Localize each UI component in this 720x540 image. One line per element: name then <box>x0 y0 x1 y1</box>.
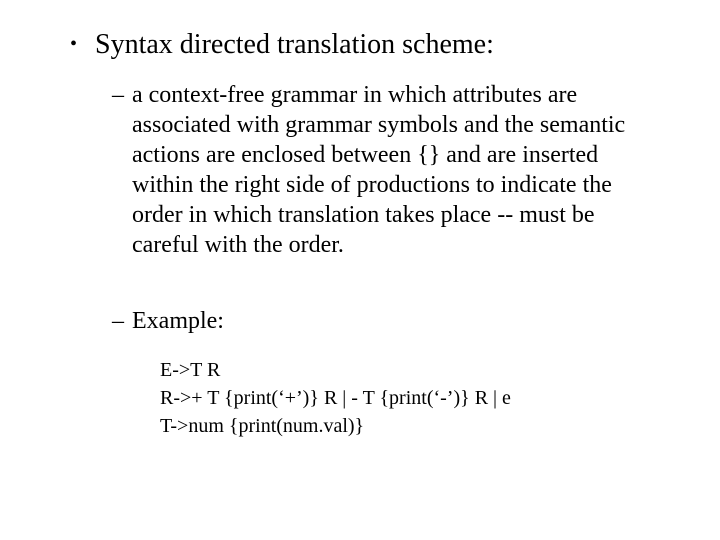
example-label: Example: <box>132 306 224 336</box>
code-block: E->T R R->+ T {print(‘+’)} R | - T {prin… <box>160 356 670 440</box>
bullet-level2-definition: – a context-free grammar in which attrib… <box>112 80 670 260</box>
bullet-level2-example: – Example: <box>112 306 670 336</box>
bullet-level1: • Syntax directed translation scheme: <box>70 28 670 62</box>
dash-icon: – <box>112 80 124 110</box>
code-line-1: E->T R <box>160 356 670 384</box>
bullet-dot-icon: • <box>70 28 77 60</box>
heading-text: Syntax directed translation scheme: <box>95 28 494 62</box>
code-line-2: R->+ T {print(‘+’)} R | - T {print(‘-’)}… <box>160 384 670 412</box>
code-line-3: T->num {print(num.val)} <box>160 412 670 440</box>
definition-text: a context-free grammar in which attribut… <box>132 80 652 260</box>
slide: • Syntax directed translation scheme: – … <box>0 0 720 540</box>
spacer <box>50 280 670 306</box>
dash-icon: – <box>112 306 124 336</box>
